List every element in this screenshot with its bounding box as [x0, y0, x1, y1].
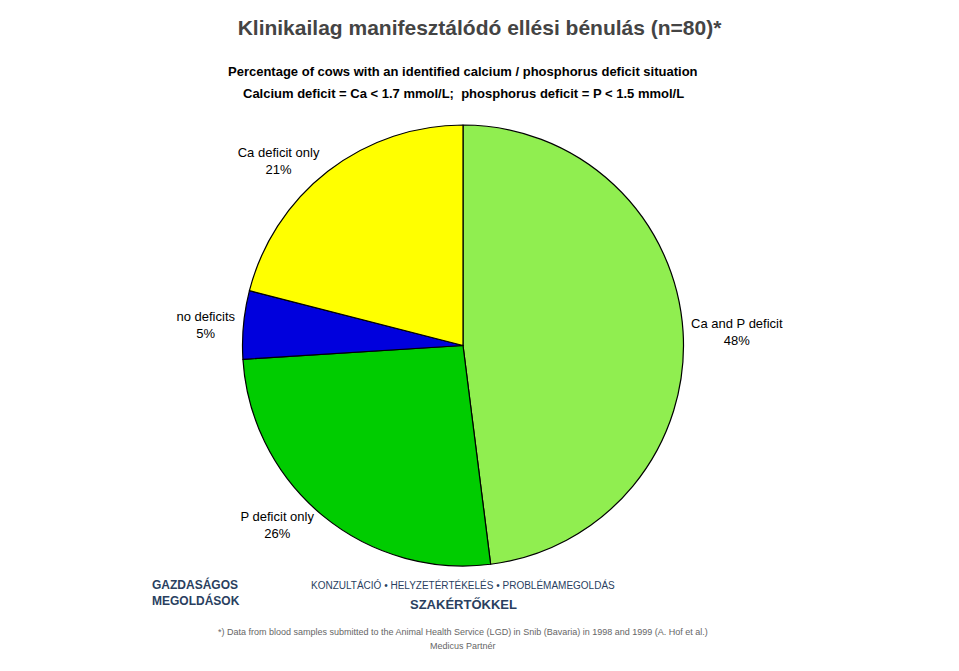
svg-text:P deficit only26%: P deficit only26%: [241, 509, 315, 541]
svg-text:*) Data from blood samples sub: *) Data from blood samples submitted to …: [218, 627, 708, 637]
svg-text:Klinikailag manifesztálódó ell: Klinikailag manifesztálódó ellési bénulá…: [238, 16, 723, 39]
svg-text:SZAKÉRTŐKKEL: SZAKÉRTŐKKEL: [410, 597, 517, 612]
svg-text:Ca and P deficit48%: Ca and P deficit48%: [691, 316, 783, 348]
svg-text:no deficits5%: no deficits5%: [176, 309, 235, 341]
svg-text:Calcium deficit = Ca < 1.7 mmo: Calcium deficit = Ca < 1.7 mmol/L; phosp…: [243, 86, 684, 101]
svg-text:Medicus Partnér: Medicus Partnér: [430, 641, 496, 651]
svg-text:Ca deficit only21%: Ca deficit only21%: [238, 145, 320, 177]
svg-text:GAZDASÁGOSMEGOLDÁSOK: GAZDASÁGOSMEGOLDÁSOK: [152, 577, 240, 608]
svg-text:KONZULTÁCIÓ • HELYZETÉRTÉKELÉS: KONZULTÁCIÓ • HELYZETÉRTÉKELÉS • PROBLÉM…: [311, 579, 615, 591]
svg-text:Percentage of cows with an ide: Percentage of cows with an identified ca…: [228, 64, 698, 79]
